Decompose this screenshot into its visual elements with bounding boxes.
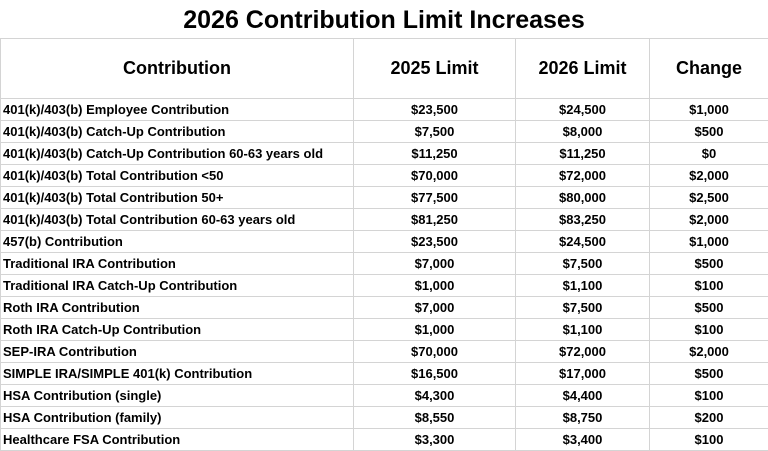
limit-2025-cell: $16,500	[354, 363, 516, 385]
limit-2025-cell: $4,300	[354, 385, 516, 407]
change-cell: $0	[650, 143, 768, 165]
limit-2026-cell: $3,400	[516, 429, 650, 451]
limit-2025-cell: $70,000	[354, 341, 516, 363]
table-row: 457(b) Contribution$23,500$24,500$1,000	[1, 231, 768, 253]
limit-2025-cell: $23,500	[354, 231, 516, 253]
table-row: SIMPLE IRA/SIMPLE 401(k) Contribution$16…	[1, 363, 768, 385]
contribution-name-cell: SEP-IRA Contribution	[1, 341, 354, 363]
change-cell: $2,000	[650, 165, 768, 187]
table-row: 401(k)/403(b) Catch-Up Contribution 60-6…	[1, 143, 768, 165]
contribution-name-cell: 401(k)/403(b) Catch-Up Contribution 60-6…	[1, 143, 354, 165]
limit-2026-cell: $83,250	[516, 209, 650, 231]
table-header-row: Contribution 2025 Limit 2026 Limit Chang…	[1, 39, 768, 99]
contribution-name-cell: 401(k)/403(b) Total Contribution <50	[1, 165, 354, 187]
limit-2025-cell: $77,500	[354, 187, 516, 209]
table-row: Traditional IRA Catch-Up Contribution$1,…	[1, 275, 768, 297]
change-cell: $1,000	[650, 231, 768, 253]
change-cell: $1,000	[650, 99, 768, 121]
contribution-limits-table: Contribution 2025 Limit 2026 Limit Chang…	[0, 38, 768, 451]
limit-2025-cell: $81,250	[354, 209, 516, 231]
limit-2025-cell: $70,000	[354, 165, 516, 187]
table-row: SEP-IRA Contribution$70,000$72,000$2,000	[1, 341, 768, 363]
contribution-name-cell: HSA Contribution (family)	[1, 407, 354, 429]
limit-2026-cell: $1,100	[516, 319, 650, 341]
table-row: 401(k)/403(b) Total Contribution <50$70,…	[1, 165, 768, 187]
table-row: 401(k)/403(b) Employee Contribution$23,5…	[1, 99, 768, 121]
limit-2025-cell: $7,000	[354, 253, 516, 275]
limit-2025-cell: $7,500	[354, 121, 516, 143]
change-cell: $2,500	[650, 187, 768, 209]
limit-2025-cell: $1,000	[354, 275, 516, 297]
limit-2026-cell: $8,000	[516, 121, 650, 143]
contribution-name-cell: Roth IRA Contribution	[1, 297, 354, 319]
contribution-name-cell: 401(k)/403(b) Catch-Up Contribution	[1, 121, 354, 143]
limit-2025-cell: $11,250	[354, 143, 516, 165]
limit-2026-cell: $72,000	[516, 341, 650, 363]
contribution-name-cell: Roth IRA Catch-Up Contribution	[1, 319, 354, 341]
page-title: 2026 Contribution Limit Increases	[0, 0, 768, 38]
contribution-name-cell: Traditional IRA Catch-Up Contribution	[1, 275, 354, 297]
limit-2026-cell: $4,400	[516, 385, 650, 407]
limit-2026-cell: $17,000	[516, 363, 650, 385]
table-body: 401(k)/403(b) Employee Contribution$23,5…	[1, 99, 768, 451]
change-cell: $100	[650, 319, 768, 341]
change-cell: $500	[650, 253, 768, 275]
change-cell: $100	[650, 385, 768, 407]
contribution-name-cell: Traditional IRA Contribution	[1, 253, 354, 275]
column-header-2025-limit: 2025 Limit	[354, 39, 516, 99]
table-row: 401(k)/403(b) Total Contribution 50+$77,…	[1, 187, 768, 209]
limit-2026-cell: $7,500	[516, 253, 650, 275]
table-row: HSA Contribution (single)$4,300$4,400$10…	[1, 385, 768, 407]
limit-2026-cell: $1,100	[516, 275, 650, 297]
column-header-contribution: Contribution	[1, 39, 354, 99]
change-cell: $200	[650, 407, 768, 429]
change-cell: $2,000	[650, 341, 768, 363]
limit-2026-cell: $72,000	[516, 165, 650, 187]
table-row: 401(k)/403(b) Catch-Up Contribution$7,50…	[1, 121, 768, 143]
change-cell: $500	[650, 297, 768, 319]
table-row: HSA Contribution (family)$8,550$8,750$20…	[1, 407, 768, 429]
table-row: Roth IRA Contribution$7,000$7,500$500	[1, 297, 768, 319]
contribution-name-cell: 401(k)/403(b) Employee Contribution	[1, 99, 354, 121]
contribution-name-cell: Healthcare FSA Contribution	[1, 429, 354, 451]
limit-2026-cell: $80,000	[516, 187, 650, 209]
limit-2026-cell: $24,500	[516, 231, 650, 253]
table-row: 401(k)/403(b) Total Contribution 60-63 y…	[1, 209, 768, 231]
contribution-name-cell: 401(k)/403(b) Total Contribution 50+	[1, 187, 354, 209]
limit-2026-cell: $11,250	[516, 143, 650, 165]
change-cell: $100	[650, 429, 768, 451]
contribution-name-cell: SIMPLE IRA/SIMPLE 401(k) Contribution	[1, 363, 354, 385]
limit-2026-cell: $7,500	[516, 297, 650, 319]
table-row: Traditional IRA Contribution$7,000$7,500…	[1, 253, 768, 275]
table-row: Roth IRA Catch-Up Contribution$1,000$1,1…	[1, 319, 768, 341]
column-header-change: Change	[650, 39, 768, 99]
limit-2025-cell: $7,000	[354, 297, 516, 319]
limit-2025-cell: $23,500	[354, 99, 516, 121]
change-cell: $500	[650, 121, 768, 143]
contribution-name-cell: HSA Contribution (single)	[1, 385, 354, 407]
contribution-name-cell: 401(k)/403(b) Total Contribution 60-63 y…	[1, 209, 354, 231]
limit-2026-cell: $8,750	[516, 407, 650, 429]
limit-2025-cell: $8,550	[354, 407, 516, 429]
table-row: Healthcare FSA Contribution$3,300$3,400$…	[1, 429, 768, 451]
limit-2025-cell: $3,300	[354, 429, 516, 451]
change-cell: $500	[650, 363, 768, 385]
change-cell: $100	[650, 275, 768, 297]
limit-2026-cell: $24,500	[516, 99, 650, 121]
column-header-2026-limit: 2026 Limit	[516, 39, 650, 99]
change-cell: $2,000	[650, 209, 768, 231]
limit-2025-cell: $1,000	[354, 319, 516, 341]
contribution-name-cell: 457(b) Contribution	[1, 231, 354, 253]
